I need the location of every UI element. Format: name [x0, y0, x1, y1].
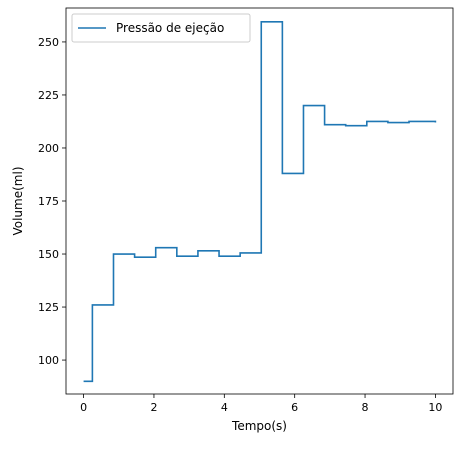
y-tick-label: 125 [38, 301, 59, 314]
y-tick-label: 200 [38, 142, 59, 155]
x-tick-label: 10 [428, 401, 442, 414]
y-tick-label: 175 [38, 195, 59, 208]
legend-label: Pressão de ejeção [116, 21, 224, 35]
x-axis: 0 2 4 6 8 10 [80, 394, 442, 414]
x-tick-label: 2 [150, 401, 157, 414]
y-axis: 100 125 150 175 200 225 250 [38, 36, 66, 367]
y-tick-label: 225 [38, 89, 59, 102]
x-tick-label: 4 [221, 401, 228, 414]
series-layer [83, 20, 437, 383]
legend: Pressão de ejeção [71, 13, 251, 43]
x-tick-label: 0 [80, 401, 87, 414]
series-line-0 [83, 20, 437, 383]
y-axis-label: Volume(ml) [11, 166, 25, 235]
legend-box [71, 13, 251, 43]
x-tick-label: 6 [291, 401, 298, 414]
x-axis-label: Tempo(s) [231, 419, 287, 433]
y-tick-label: 250 [38, 36, 59, 49]
y-tick-label: 150 [38, 248, 59, 261]
x-tick-label: 8 [362, 401, 369, 414]
y-tick-label: 100 [38, 354, 59, 367]
